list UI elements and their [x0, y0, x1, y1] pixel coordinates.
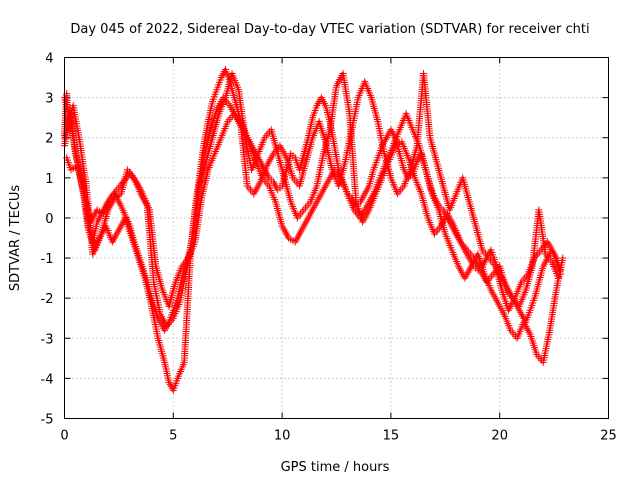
series-markers — [61, 70, 562, 330]
chart-title: Day 045 of 2022, Sidereal Day-to-day VTE… — [70, 22, 589, 37]
data-point — [559, 254, 567, 262]
x-tick-label: 5 — [169, 429, 177, 444]
plot-frame — [64, 57, 609, 419]
x-tick-labels: 0 5 10 15 20 25 — [60, 429, 616, 444]
series-markers — [61, 94, 567, 394]
data-point — [557, 270, 565, 278]
series-markers — [63, 70, 565, 314]
y-tick-label: -2 — [41, 292, 54, 307]
y-tick-label: -5 — [41, 413, 54, 428]
x-tick-label: 25 — [600, 429, 617, 444]
data-point — [554, 274, 562, 282]
data-markers — [61, 66, 567, 394]
y-tick-label: 3 — [45, 92, 53, 107]
x-tick-label: 20 — [491, 429, 508, 444]
x-tick-label: 0 — [60, 429, 68, 444]
y-axis-label: SDTVAR / TECUs — [8, 185, 23, 292]
y-tick-label: -4 — [41, 372, 54, 387]
y-tick-label: -1 — [41, 252, 54, 267]
x-tick-label: 10 — [274, 429, 291, 444]
y-tick-label: 1 — [45, 172, 53, 187]
x-axis-label: GPS time / hours — [281, 460, 390, 475]
y-tick-label: 0 — [45, 212, 53, 227]
y-tick-label: 4 — [45, 52, 53, 67]
y-tick-labels: -5 -4 -3 -2 -1 0 1 2 3 4 — [41, 52, 54, 428]
y-tick-label: -3 — [41, 332, 54, 347]
y-tick-label: 2 — [45, 132, 53, 147]
x-tick-label: 15 — [383, 429, 400, 444]
